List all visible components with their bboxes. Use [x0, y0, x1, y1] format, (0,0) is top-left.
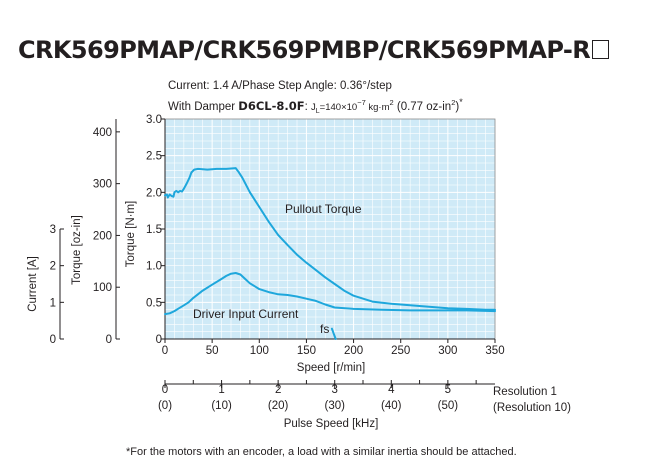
y-tick-label-ozin: 200 — [93, 230, 112, 242]
y-axis-label-ozin: Torque [oz-in] — [71, 215, 83, 285]
series-label: Pullout Torque — [285, 202, 362, 216]
series-line — [164, 167, 496, 311]
condition-line-1: Current: 1.4 A/Phase Step Angle: 0.36°/s… — [168, 80, 392, 92]
x-tick-label: 200 — [344, 345, 363, 357]
y-tick-label-nm: 0 — [156, 334, 162, 346]
pulse-axis-label: Pulse Speed [kHz] — [284, 418, 379, 430]
y-tick-label-nm: 0.5 — [146, 297, 162, 309]
y-tick-label-current: 1 — [50, 297, 56, 309]
x-tick-label: 150 — [297, 345, 316, 357]
pulse-tick-label: 4 — [388, 384, 395, 396]
y-tick-label-ozin: 100 — [93, 282, 112, 294]
pulse-tick-label-res10: (10) — [211, 400, 232, 412]
pulse-tick-label: 3 — [332, 384, 338, 396]
series-line — [330, 327, 337, 340]
y-tick-label-current: 2 — [50, 261, 56, 273]
pulse-tick-label: 5 — [445, 384, 451, 396]
y-tick-label-ozin: 300 — [93, 179, 112, 191]
y-tick-label-current: 3 — [50, 224, 56, 236]
x-tick-label: 100 — [250, 345, 269, 357]
damper-model: D6CL-8.0F — [238, 98, 305, 113]
pulse-tick-label-res10: (50) — [438, 400, 459, 412]
series-label: fs — [320, 322, 329, 336]
x-tick-label: 300 — [438, 345, 457, 357]
series-label: Driver Input Current — [193, 307, 299, 321]
y-tick-label-ozin: 0 — [106, 334, 112, 346]
y-tick-label-nm: 1.0 — [146, 261, 162, 273]
footnote: *For the motors with an encoder, a load … — [126, 446, 517, 458]
x-tick-label: 250 — [391, 345, 410, 357]
pulse-tick-label-res10: (30) — [324, 400, 345, 412]
y-tick-label-nm: 2.5 — [146, 151, 162, 163]
pulse-tick-label-res10: (20) — [268, 400, 289, 412]
y-tick-label-nm: 1.5 — [146, 224, 162, 236]
pulse-tick-label: 0 — [162, 384, 168, 396]
y-axis-label-nm: Torque [N·m] — [125, 201, 137, 267]
y-axis-label-current: Current [A] — [27, 256, 39, 312]
x-axis-label: Speed [r/min] — [297, 362, 365, 374]
x-tick-label: 50 — [206, 345, 219, 357]
resolution10-label: (Resolution 10) — [493, 402, 571, 414]
x-tick-label: 0 — [162, 345, 168, 357]
checkbox-square-icon — [592, 40, 610, 59]
pulse-tick-label: 2 — [275, 384, 281, 396]
series-line — [164, 272, 496, 316]
y-tick-label-nm: 2.0 — [146, 187, 162, 199]
y-tick-label-ozin: 400 — [93, 127, 112, 139]
pulse-tick-label: 1 — [218, 384, 224, 396]
condition-line-2: With Damper D6CL-8.0F: JL=140×10−7 kg·m2… — [168, 97, 463, 115]
y-tick-label-current: 0 — [50, 334, 56, 346]
x-tick-label: 350 — [485, 345, 504, 357]
page-title: CRK569PMAP/CRK569PMBP/CRK569PMAP-R — [18, 36, 610, 64]
resolution1-label: Resolution 1 — [493, 386, 557, 398]
y-tick-label-nm: 3.0 — [146, 114, 162, 126]
pulse-tick-label-res10: (0) — [158, 400, 172, 412]
pulse-tick-label-res10: (40) — [381, 400, 402, 412]
